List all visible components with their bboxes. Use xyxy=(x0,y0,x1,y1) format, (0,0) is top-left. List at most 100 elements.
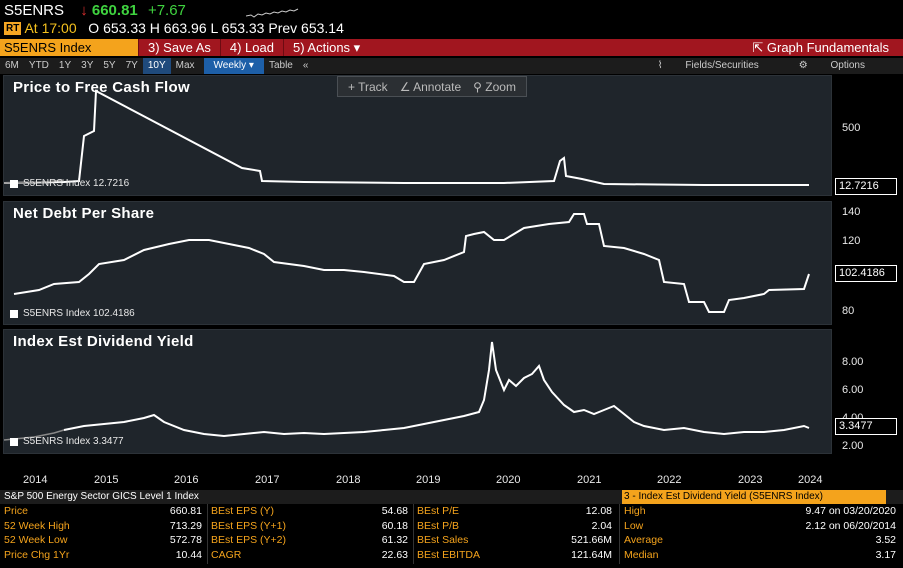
value-box: 102.4186 xyxy=(835,265,897,282)
x-tick: 2019 xyxy=(416,474,441,486)
stats-col-yield: High 9.47 on 03/20/2020 Low 2.12 on 06/20/… xyxy=(624,504,896,562)
panel-title: Net Debt Per Share xyxy=(13,205,155,222)
legend-label: S5ENRS Index 102.4186 xyxy=(23,308,135,319)
range-5y[interactable]: 5Y xyxy=(103,60,116,71)
options-button[interactable]: ⚙ Options xyxy=(779,58,885,74)
stats-table: Price 660.81 52 Week High 713.29 52 Week L… xyxy=(0,504,903,568)
stat-row: CAGR 22.63 xyxy=(211,548,408,563)
x-tick: 2014 xyxy=(23,474,48,486)
range-6m[interactable]: 6M xyxy=(5,60,19,71)
stat-value: 60.18 xyxy=(381,519,408,532)
stat-value: 3.17 xyxy=(875,548,896,561)
ohlc: O 653.33 H 663.96 L 653.33 Prev 653.14 xyxy=(88,20,344,36)
stat-value: 12.08 xyxy=(585,505,612,517)
divider xyxy=(413,504,414,564)
panel-select-dropdown[interactable]: 3 - Index Est Dividend Yield (S5ENRS Ind… xyxy=(622,490,886,504)
range-bar: 6M YTD 1Y 3Y 5Y 7Y 10Y Max Weekly ▾ Tabl… xyxy=(0,58,903,74)
ytick: 500 xyxy=(842,122,861,134)
stat-row: BEst P/E 12.08 xyxy=(417,504,612,519)
stat-row: Price Chg 1Yr 10.44 xyxy=(4,548,202,563)
stat-label: Average xyxy=(624,534,663,546)
legend-label: S5ENRS Index 12.7216 xyxy=(23,178,130,189)
x-tick: 2016 xyxy=(174,474,199,486)
legend: S5ENRS Index 102.4186 xyxy=(10,308,135,319)
stat-row: BEst EBITDA 121.64M xyxy=(417,548,612,563)
range-1y[interactable]: 1Y xyxy=(58,60,72,71)
stat-row: BEst EPS (Y) 54.68 xyxy=(211,504,408,519)
toolbar: S5ENRS Index 3) Save As 4) Load 5) Actio… xyxy=(0,39,903,56)
price-change: +7.67 xyxy=(147,2,186,19)
stat-value: 2.12 on 06/20/2014 xyxy=(805,519,896,532)
zoom-button[interactable]: ⚲ Zoom xyxy=(473,79,516,94)
fields-securities-button[interactable]: ⌇ Fields/Securities xyxy=(638,58,779,74)
stat-value: 2.04 xyxy=(591,519,612,532)
stat-value: 572.78 xyxy=(169,534,202,546)
quote-time: At 17:00 xyxy=(24,20,77,36)
stat-row: BEst EPS (Y+2) 61.32 xyxy=(211,533,408,548)
stat-label: BEst EPS (Y+2) xyxy=(211,534,286,546)
stat-value: 10.44 xyxy=(175,548,202,561)
range-3y[interactable]: 3Y xyxy=(81,60,94,71)
divider xyxy=(207,504,208,564)
stat-label: CAGR xyxy=(211,548,242,561)
security-description-bar: S&P 500 Energy Sector GICS Level 1 Index… xyxy=(0,490,903,504)
stats-col-price: Price 660.81 52 Week High 713.29 52 Week L… xyxy=(4,504,202,562)
load-button[interactable]: 4) Load xyxy=(219,39,283,56)
divider xyxy=(619,504,620,564)
chart-net-debt[interactable] xyxy=(4,202,833,326)
table-button[interactable]: Table xyxy=(268,60,293,71)
range-10y[interactable]: 10Y xyxy=(142,58,171,74)
stat-row: Price 660.81 xyxy=(4,504,202,519)
ticker: S5ENRS xyxy=(4,2,65,19)
track-button[interactable]: + Track xyxy=(348,79,388,94)
gear-icon: ⚙ xyxy=(798,60,811,71)
ytick: 6.00 xyxy=(842,384,864,396)
stat-label: Low xyxy=(624,519,644,532)
legend: S5ENRS Index 3.3477 xyxy=(10,436,124,447)
stat-row: 52 Week Low 572.78 xyxy=(4,533,202,548)
panel-div-yield: Index Est Dividend Yield S5ENRS Index 3.… xyxy=(3,329,832,454)
legend: S5ENRS Index 12.7216 xyxy=(10,178,129,189)
range-max[interactable]: Max xyxy=(175,60,195,71)
panel-net-debt: Net Debt Per Share S5ENRS Index 102.4186 xyxy=(3,201,832,325)
save-as-button[interactable]: 3) Save As xyxy=(138,39,220,56)
legend-swatch xyxy=(10,179,18,188)
actions-button[interactable]: 5) Actions ▾ xyxy=(282,39,369,56)
security-field[interactable]: S5ENRS Index xyxy=(0,39,138,56)
x-tick: 2018 xyxy=(336,474,361,486)
stat-label: Median xyxy=(624,548,659,561)
stat-label: Price Chg 1Yr xyxy=(4,548,70,561)
stat-row: Median 3.17 xyxy=(624,548,896,563)
stat-row: Average 3.52 xyxy=(624,533,896,548)
graph-fundamentals-label: Graph Fundamentals xyxy=(766,40,889,55)
security-description: S&P 500 Energy Sector GICS Level 1 Index xyxy=(4,491,199,502)
collapse-icon[interactable]: « xyxy=(302,60,309,71)
stat-value: 54.68 xyxy=(381,505,408,517)
stat-row: Low 2.12 on 06/20/2014 xyxy=(624,519,896,534)
stats-col-valuation: BEst P/E 12.08 BEst P/B 2.04 BEst Sales 521… xyxy=(417,504,612,562)
frequency-dropdown[interactable]: Weekly ▾ xyxy=(203,58,264,74)
stat-label: Price xyxy=(4,505,28,517)
ytick: 140 xyxy=(842,206,861,218)
x-tick: 2015 xyxy=(94,474,119,486)
last-price: 660.81 xyxy=(91,2,138,19)
stat-label: BEst EPS (Y) xyxy=(211,505,275,517)
stat-value: 713.29 xyxy=(169,519,202,532)
range-7y[interactable]: 7Y xyxy=(125,60,138,71)
stat-value: 121.64M xyxy=(571,548,612,561)
graph-fundamentals-button[interactable]: ⇱ Graph Fundamentals xyxy=(752,39,889,56)
ytick: 2.00 xyxy=(842,440,864,452)
stat-value: 3.52 xyxy=(875,534,896,546)
realtime-badge: RT xyxy=(4,22,22,35)
stat-row: BEst EPS (Y+1) 60.18 xyxy=(211,519,408,534)
panel-title: Price to Free Cash Flow xyxy=(13,79,190,96)
fields-label: Fields/Securities xyxy=(685,60,759,71)
range-ytd[interactable]: YTD xyxy=(28,60,49,71)
annotate-button[interactable]: ∠ Annotate xyxy=(399,79,462,94)
value-box: 3.3477 xyxy=(835,418,897,435)
x-tick: 2017 xyxy=(255,474,280,486)
chart-div-yield[interactable] xyxy=(4,330,833,455)
stat-value: 521.66M xyxy=(571,534,612,546)
options-label: Options xyxy=(830,60,865,71)
ytick: 120 xyxy=(842,235,861,247)
